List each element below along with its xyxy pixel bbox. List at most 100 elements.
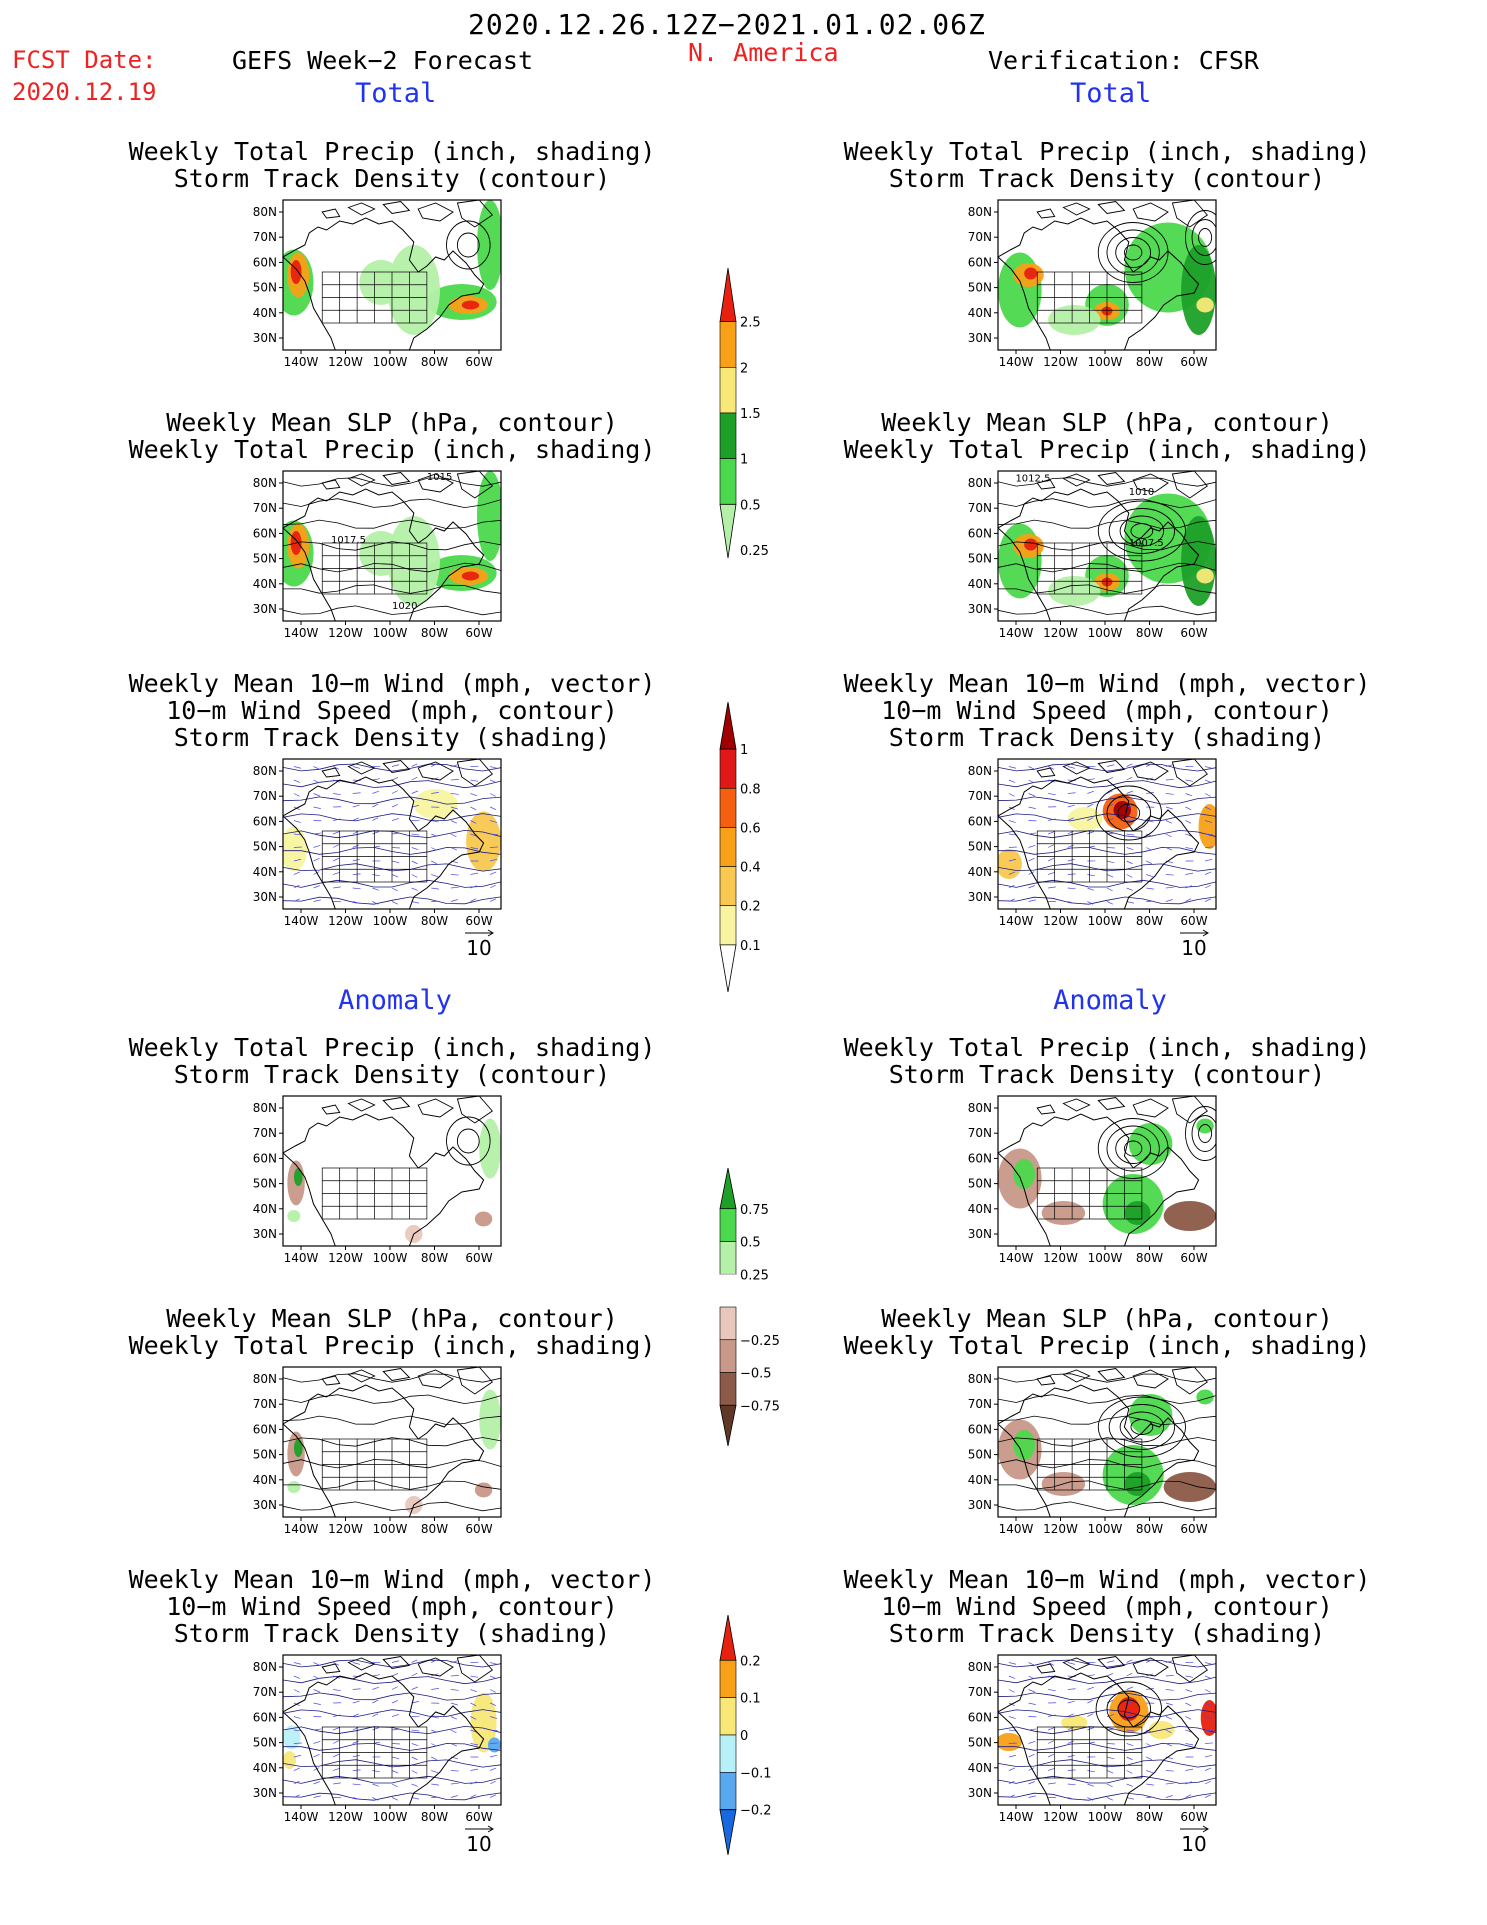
map-panel-wind-cfsr: 80N 70N 60N 50N 40N 30N 140W 120W 100W 80W 60W: [958, 749, 1236, 943]
lon-tick-label: 80W: [421, 626, 448, 640]
left-model-label: GEFS Week−2 Forecast: [232, 46, 534, 75]
vector-reference: 10: [461, 927, 501, 965]
lat-tick-label: 40N: [253, 1202, 277, 1216]
panel-title-line: Weekly Total Precip (inch, shading): [128, 1033, 656, 1062]
colorbar-label: 2.5: [740, 316, 761, 331]
lat-tick-label: 30N: [253, 602, 277, 616]
lat-tick-label: 50N: [253, 1448, 277, 1462]
map-panel-awind-cfsr: 80N 70N 60N 50N 40N 30N 140W 120W 100W 80W 60W: [958, 1645, 1236, 1839]
lat-tick-label: 40N: [253, 865, 277, 879]
lat-tick-label: 30N: [968, 890, 992, 904]
lat-tick-label: 30N: [968, 602, 992, 616]
lat-tick-label: 40N: [968, 1473, 992, 1487]
lat-tick-label: 80N: [968, 476, 992, 490]
lon-tick-label: 80W: [421, 355, 448, 369]
lat-tick-label: 70N: [968, 1126, 992, 1140]
lat-tick-label: 40N: [253, 577, 277, 591]
lat-tick-label: 70N: [968, 1397, 992, 1411]
lat-tick-label: 80N: [968, 205, 992, 219]
lat-tick-label: 40N: [253, 1761, 277, 1775]
left-anomaly-label: Anomaly: [338, 985, 452, 1016]
region-label: N. America: [688, 38, 839, 67]
lat-tick-label: 80N: [253, 1101, 277, 1115]
lat-tick-label: 50N: [253, 1177, 277, 1191]
lat-tick-label: 40N: [253, 306, 277, 320]
lat-tick-label: 60N: [968, 255, 992, 269]
lat-tick-label: 70N: [253, 1397, 277, 1411]
lon-tick-label: 120W: [328, 626, 363, 640]
panel-title-line: Weekly Mean 10−m Wind (mph, vector): [843, 1565, 1371, 1594]
panel-title-line: Weekly Mean SLP (hPa, contour): [881, 408, 1333, 437]
lat-tick-label: 60N: [968, 1710, 992, 1724]
lat-tick-label: 50N: [968, 1448, 992, 1462]
panel-title-line: Weekly Total Precip (inch, shading): [843, 1331, 1371, 1360]
lat-tick-label: 60N: [253, 1422, 277, 1436]
lon-tick-label: 80W: [421, 1810, 448, 1824]
lat-tick-label: 60N: [968, 526, 992, 540]
panel-title-line: Storm Track Density (shading): [173, 723, 611, 752]
lat-tick-label: 30N: [253, 1227, 277, 1241]
fcst-date-label: FCST Date:: [12, 46, 157, 74]
vector-reference: 10: [1176, 1823, 1216, 1861]
lon-tick-label: 120W: [1043, 355, 1078, 369]
panel-title-line: 10−m Wind Speed (mph, contour): [881, 1592, 1333, 1621]
lon-tick-label: 60W: [1180, 1522, 1207, 1536]
slp-contour-label: 1007.5: [1129, 538, 1164, 549]
colorbar-label: −0.25: [740, 1334, 780, 1349]
lat-tick-label: 60N: [968, 814, 992, 828]
lon-tick-label: 80W: [421, 1251, 448, 1265]
panel-title-line: Storm Track Density (shading): [173, 1619, 611, 1648]
lon-tick-label: 100W: [1088, 1810, 1123, 1824]
panel-title-line: Weekly Total Precip (inch, shading): [843, 435, 1371, 464]
map-panel-wind-gefs: 80N 70N 60N 50N 40N 30N 140W 120W 100W 80W 60W: [243, 749, 521, 943]
lon-tick-label: 120W: [1043, 1522, 1078, 1536]
panel-title-line: Storm Track Density (contour): [888, 164, 1326, 193]
lat-tick-label: 30N: [253, 1786, 277, 1800]
lon-tick-label: 60W: [465, 1522, 492, 1536]
lon-tick-label: 140W: [284, 914, 319, 928]
lat-tick-label: 40N: [968, 306, 992, 320]
lon-tick-label: 60W: [1180, 914, 1207, 928]
lon-tick-label: 80W: [1136, 1810, 1163, 1824]
colorbar-label: 2: [740, 361, 748, 376]
lon-tick-label: 140W: [284, 1251, 319, 1265]
lon-tick-label: 100W: [373, 1522, 408, 1536]
lat-tick-label: 80N: [968, 764, 992, 778]
lon-tick-label: 100W: [373, 355, 408, 369]
lat-tick-label: 70N: [253, 501, 277, 515]
lon-tick-label: 100W: [373, 1251, 408, 1265]
panel-title-line: Weekly Total Precip (inch, shading): [843, 137, 1371, 166]
lat-tick-label: 60N: [253, 1151, 277, 1165]
colorbar-label: −0.5: [740, 1367, 772, 1382]
lon-tick-label: 80W: [1136, 626, 1163, 640]
lat-tick-label: 50N: [253, 552, 277, 566]
map-panel-aslp-cfsr: 80N 70N 60N 50N 40N 30N 140W 120W 100W 80W 60W: [958, 1357, 1236, 1551]
lat-tick-label: 30N: [253, 331, 277, 345]
lat-tick-label: 60N: [253, 1710, 277, 1724]
lon-tick-label: 60W: [465, 1810, 492, 1824]
panel-title-line: Weekly Mean SLP (hPa, contour): [881, 1304, 1333, 1333]
panel-title-line: Storm Track Density (contour): [888, 1060, 1326, 1089]
lon-tick-label: 100W: [1088, 1251, 1123, 1265]
colorbar-label: 0.75: [740, 1203, 769, 1218]
lon-tick-label: 140W: [999, 1522, 1034, 1536]
colorbar-label: −0.2: [740, 1804, 772, 1819]
lat-tick-label: 40N: [968, 865, 992, 879]
panel-title-line: Weekly Mean SLP (hPa, contour): [166, 408, 618, 437]
lat-tick-label: 70N: [968, 230, 992, 244]
panel-title-line: Weekly Total Precip (inch, shading): [128, 435, 656, 464]
right-model-label: Verification: CFSR: [988, 46, 1259, 75]
colorbar-label: 1: [740, 453, 748, 468]
vector-reference: 10: [461, 1823, 501, 1861]
lat-tick-label: 70N: [968, 501, 992, 515]
colorbar-label: 0.5: [740, 1236, 761, 1251]
lon-tick-label: 60W: [1180, 355, 1207, 369]
lon-tick-label: 80W: [1136, 355, 1163, 369]
lon-tick-label: 100W: [373, 1810, 408, 1824]
panel-title-line: Weekly Mean 10−m Wind (mph, vector): [128, 669, 656, 698]
lat-tick-label: 80N: [253, 476, 277, 490]
lat-tick-label: 30N: [968, 1786, 992, 1800]
lon-tick-label: 140W: [999, 1810, 1034, 1824]
lat-tick-label: 40N: [968, 1202, 992, 1216]
colorbar-label: 0.1: [740, 939, 761, 954]
